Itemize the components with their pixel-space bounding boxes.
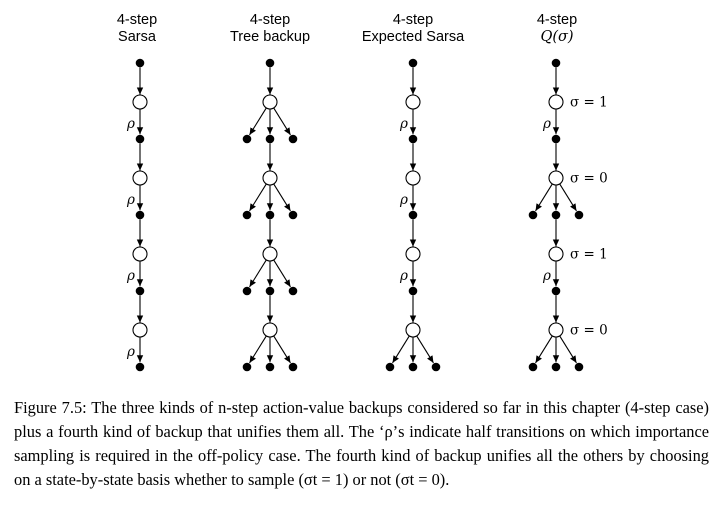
column-title-sarsa: 4-step Sarsa bbox=[57, 12, 217, 46]
policy-arrow bbox=[392, 335, 410, 364]
state-node bbox=[132, 170, 148, 186]
column-title-line1: 4-step bbox=[536, 12, 578, 28]
column-title-line1: 4-step bbox=[392, 12, 434, 28]
sigma-label: σ = 0 bbox=[570, 323, 608, 339]
state-node bbox=[405, 170, 421, 186]
action-dot bbox=[408, 134, 418, 144]
rho-label: ρ bbox=[542, 268, 551, 284]
backup-diagrams: ρ ρ ρ ρ ρ ρ ρ σ = 1 ρ σ = 0 σ = 1 ρ σ = 0 bbox=[126, 58, 608, 372]
policy-arrow bbox=[273, 259, 291, 288]
action-dot bbox=[265, 362, 275, 372]
state-node bbox=[262, 94, 278, 110]
policy-arrow bbox=[535, 335, 553, 364]
action-dot bbox=[242, 134, 252, 144]
policy-arrow bbox=[249, 183, 267, 212]
action-dot bbox=[408, 286, 418, 296]
sigma-label: σ = 1 bbox=[570, 247, 608, 263]
policy-arrow bbox=[273, 107, 291, 136]
state-node bbox=[262, 322, 278, 338]
policy-arrow bbox=[249, 107, 267, 136]
state-node bbox=[132, 322, 148, 338]
column-title-line1: 4-step bbox=[116, 12, 158, 28]
action-dot bbox=[551, 58, 561, 68]
state-node bbox=[405, 322, 421, 338]
policy-arrow bbox=[416, 335, 434, 364]
action-dot bbox=[265, 58, 275, 68]
policy-arrow bbox=[249, 335, 267, 364]
action-dot bbox=[288, 362, 298, 372]
state-node bbox=[405, 94, 421, 110]
action-dot bbox=[242, 286, 252, 296]
action-dot bbox=[408, 58, 418, 68]
rho-label: ρ bbox=[126, 192, 135, 208]
figure-caption: Figure 7.5: The three kinds of n-step ac… bbox=[14, 398, 709, 489]
action-dot bbox=[242, 362, 252, 372]
policy-arrow bbox=[535, 183, 553, 212]
rho-label: ρ bbox=[542, 116, 551, 132]
state-node bbox=[262, 170, 278, 186]
action-dot bbox=[135, 58, 145, 68]
sigma-label: σ = 0 bbox=[570, 171, 608, 187]
action-dot bbox=[265, 134, 275, 144]
sigma-label: σ = 1 bbox=[570, 95, 608, 111]
state-node bbox=[262, 246, 278, 262]
action-dot bbox=[135, 286, 145, 296]
rho-label: ρ bbox=[399, 116, 408, 132]
action-dot bbox=[408, 210, 418, 220]
action-dot bbox=[385, 362, 395, 372]
action-dot bbox=[408, 362, 418, 372]
action-dot bbox=[288, 134, 298, 144]
policy-arrow bbox=[559, 183, 577, 212]
column-title-q-sigma: 4-step Q(σ) bbox=[477, 12, 637, 46]
rho-label: ρ bbox=[126, 344, 135, 360]
policy-arrow bbox=[273, 335, 291, 364]
action-dot bbox=[288, 210, 298, 220]
action-dot bbox=[135, 134, 145, 144]
action-dot bbox=[551, 134, 561, 144]
action-dot bbox=[551, 286, 561, 296]
state-node bbox=[548, 322, 564, 338]
column-title-line2: Expected Sarsa bbox=[361, 29, 465, 45]
column-title-tree-backup: 4-step Tree backup bbox=[190, 12, 350, 46]
column-title-line2: Q(σ) bbox=[540, 29, 574, 45]
action-dot bbox=[135, 362, 145, 372]
state-node bbox=[405, 246, 421, 262]
rho-label: ρ bbox=[126, 116, 135, 132]
rho-label: ρ bbox=[399, 268, 408, 284]
state-node bbox=[132, 246, 148, 262]
action-dot bbox=[574, 362, 584, 372]
state-node bbox=[548, 170, 564, 186]
rho-label: ρ bbox=[126, 268, 135, 284]
action-dot bbox=[265, 286, 275, 296]
policy-arrow bbox=[273, 183, 291, 212]
column-title-expected-sarsa: 4-step Expected Sarsa bbox=[333, 12, 493, 46]
action-dot bbox=[551, 362, 561, 372]
action-dot bbox=[528, 210, 538, 220]
state-node bbox=[548, 246, 564, 262]
state-node bbox=[548, 94, 564, 110]
rho-label: ρ bbox=[399, 192, 408, 208]
action-dot bbox=[431, 362, 441, 372]
action-dot bbox=[265, 210, 275, 220]
action-dot bbox=[288, 286, 298, 296]
policy-arrow bbox=[249, 259, 267, 288]
action-dot bbox=[574, 210, 584, 220]
action-dot bbox=[242, 210, 252, 220]
action-dot bbox=[135, 210, 145, 220]
column-title-line1: 4-step bbox=[249, 12, 291, 28]
backup-diagram-figure: 4-step Sarsa 4-step Tree backup 4-step E… bbox=[57, 12, 637, 372]
state-node bbox=[132, 94, 148, 110]
action-dot bbox=[551, 210, 561, 220]
policy-arrow bbox=[559, 335, 577, 364]
column-title-line2: Tree backup bbox=[229, 29, 311, 45]
action-dot bbox=[528, 362, 538, 372]
column-title-line2: Sarsa bbox=[118, 29, 156, 45]
